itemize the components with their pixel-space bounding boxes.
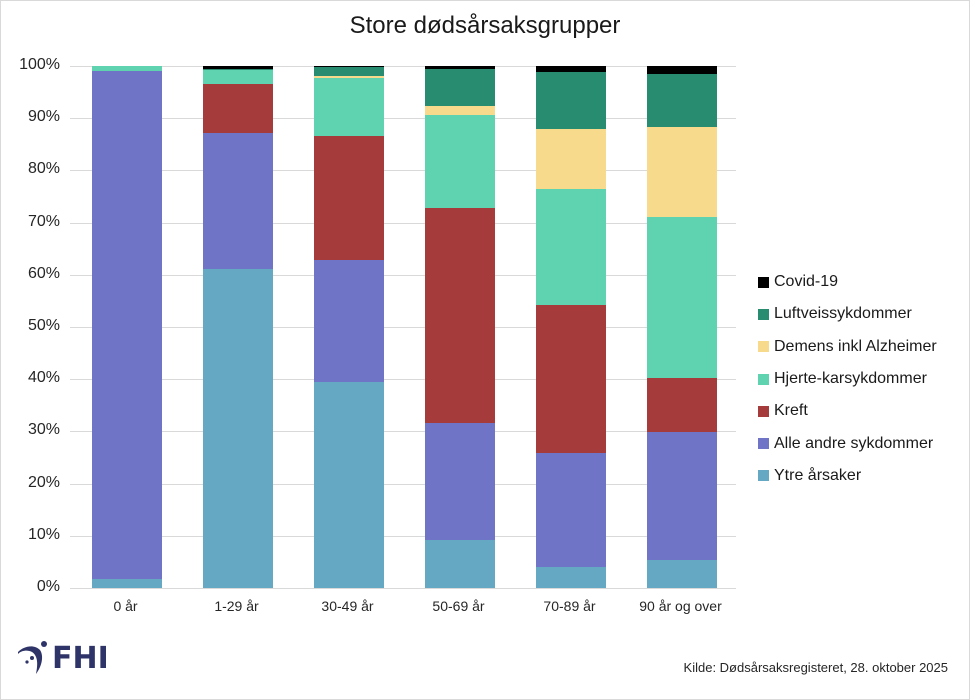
gridline — [70, 483, 736, 485]
y-tick-label: 30% — [27, 421, 60, 439]
legend-swatch-icon — [758, 470, 769, 482]
bar-segment — [646, 216, 717, 379]
legend-swatch-icon — [758, 276, 769, 288]
y-tick-label: 60% — [27, 264, 60, 282]
legend-label: Demens inkl Alzheimer — [774, 337, 937, 355]
legend: Covid-19 Luftveissykdommer Demens inkl Alz… — [758, 266, 937, 492]
legend-item: Hjerte-karsykdommer — [758, 363, 937, 395]
bar-segment — [313, 381, 384, 588]
legend-item: Demens inkl Alzheimer — [758, 331, 937, 363]
bar-5 — [646, 66, 717, 588]
bar-segment — [424, 105, 495, 116]
bar-segment — [646, 127, 717, 217]
y-tick-label: 50% — [27, 317, 60, 334]
gridline — [70, 222, 736, 224]
x-tick-label: 0 år — [113, 598, 138, 614]
fhi-logo: FHI — [16, 640, 109, 676]
bar-segment — [313, 135, 384, 261]
gridline — [70, 535, 736, 537]
gridline — [70, 431, 736, 433]
bar-segment — [202, 66, 273, 69]
x-tick-label: 70-89 år — [543, 598, 596, 614]
gridline — [70, 379, 736, 381]
gridline — [70, 274, 736, 276]
y-tick-label: 80% — [27, 160, 60, 178]
bar-2 — [313, 66, 384, 588]
y-tick-label: 100% — [19, 56, 60, 73]
bar-segment — [202, 68, 273, 71]
bar-segment — [313, 78, 384, 136]
y-tick-label: 20% — [27, 473, 60, 491]
plot-area — [70, 66, 736, 589]
legend-swatch-icon — [758, 405, 769, 417]
bar-segment — [646, 378, 717, 432]
bar-segment — [202, 83, 273, 133]
legend-item: Alle andre sykdommer — [758, 427, 937, 459]
bar-segment — [535, 305, 606, 453]
legend-label: Kreft — [774, 402, 808, 420]
gridline — [70, 118, 736, 120]
legend-label: Covid-19 — [774, 273, 839, 291]
legend-swatch-icon — [758, 438, 769, 450]
bar-segment — [535, 452, 606, 568]
x-tick-label: 90 år og over — [639, 598, 722, 614]
bar-segment — [313, 67, 384, 77]
legend-label: Alle andre sykdommer — [774, 434, 934, 452]
bar-segment — [202, 269, 273, 588]
legend-label: Ytre årsaker — [774, 466, 862, 484]
y-tick-label: 90% — [27, 108, 60, 126]
y-tick-label: 40% — [27, 369, 60, 387]
legend-swatch-icon — [758, 341, 769, 353]
source-note: Kilde: Dødsårsaksregisteret, 28. oktober… — [683, 660, 948, 675]
legend-label: Luftveissykdommer — [774, 305, 912, 323]
legend-item: Luftveissykdommer — [758, 298, 937, 330]
legend-swatch-icon — [758, 308, 769, 320]
gridline — [70, 66, 736, 67]
bar-segment — [424, 66, 495, 69]
gridline — [70, 327, 736, 328]
bar-segment — [646, 431, 717, 560]
bar-segment — [91, 70, 162, 580]
bar-3 — [424, 66, 495, 588]
gridline — [70, 588, 736, 589]
x-tick-label: 50-69 år — [432, 598, 485, 614]
bar-segment — [91, 66, 162, 71]
bar-segment — [424, 423, 495, 540]
bar-segment — [646, 66, 717, 74]
bar-segment — [424, 208, 495, 424]
y-tick-label: 0% — [36, 578, 60, 595]
bar-segment — [91, 579, 162, 588]
bar-segment — [202, 132, 273, 270]
legend-item: Ytre årsaker — [758, 460, 937, 492]
bar-segment — [646, 73, 717, 128]
bar-segment — [535, 71, 606, 130]
bar-segment — [424, 68, 495, 106]
bar-segment — [424, 539, 495, 588]
bar-4 — [535, 66, 606, 588]
bar-segment — [313, 66, 384, 68]
logo-text: FHI — [52, 640, 109, 676]
y-tick-label: 70% — [27, 212, 60, 230]
legend-swatch-icon — [758, 373, 769, 385]
bar-0 — [91, 66, 162, 588]
bar-1 — [202, 66, 273, 588]
bar-segment — [202, 70, 273, 84]
bar-segment — [535, 66, 606, 72]
bar-segment — [535, 129, 606, 190]
chart-title: Store dødsårsaksgrupper — [349, 12, 621, 39]
bar-segment — [646, 559, 717, 588]
legend-item: Covid-19 — [758, 266, 937, 298]
bar-segment — [313, 76, 384, 79]
bar-segment — [535, 567, 606, 588]
fhi-figure-icon — [18, 641, 47, 674]
legend-label: Hjerte-karsykdommer — [774, 370, 927, 388]
y-tick-label: 10% — [27, 525, 60, 543]
x-tick-label: 30-49 år — [321, 598, 374, 614]
bar-segment — [424, 115, 495, 208]
bar-segment — [313, 260, 384, 382]
legend-item: Kreft — [758, 395, 937, 427]
gridline — [70, 170, 736, 172]
x-tick-label: 1-29 år — [214, 598, 259, 614]
bar-segment — [535, 189, 606, 306]
